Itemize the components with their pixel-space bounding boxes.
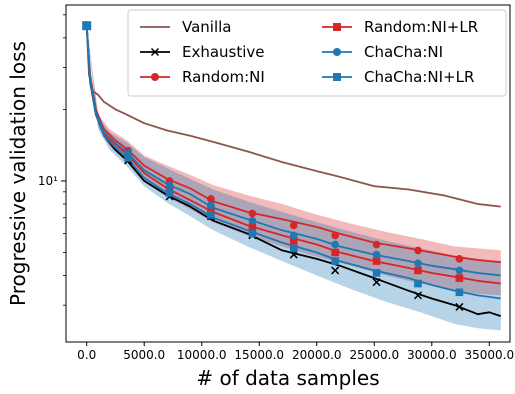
series-3-marker-4 <box>289 236 298 245</box>
series-lines <box>85 25 502 317</box>
series-4-marker-8 <box>455 266 464 275</box>
x-tick-label-6: 30000.0 <box>407 348 457 362</box>
series-4-marker-5 <box>331 240 339 249</box>
x-tick-label-5: 25000.0 <box>349 348 399 362</box>
series-2-marker-2 <box>207 195 215 203</box>
series-5-marker-1 <box>165 189 174 197</box>
x-tick-label-0: 0.0 <box>77 348 96 362</box>
series-5-marker-6 <box>372 269 381 277</box>
legend-marker-1 <box>150 47 160 57</box>
x-tick-label-7: 35000.0 <box>464 348 514 362</box>
series-1-marker-5 <box>331 266 340 275</box>
series-2-marker-8 <box>455 255 464 263</box>
series-5-marker-7 <box>414 279 422 288</box>
series-5-marker-3 <box>248 229 257 238</box>
x-tick-label-4: 20000.0 <box>292 348 342 362</box>
series-3-marker-5 <box>331 248 339 257</box>
plot-frame <box>65 4 511 343</box>
x-tick-label-1: 5000.0 <box>123 348 165 362</box>
series-2-marker-4 <box>289 221 298 230</box>
legend: Vanilla Exhaustive Random:NI Random:NI+LR Ch… <box>127 9 507 97</box>
legend-label-1: Exhaustive <box>182 43 265 61</box>
series-1-marker-7 <box>413 291 423 300</box>
series-2-marker-7 <box>414 246 422 255</box>
series-line-5 <box>85 25 501 300</box>
series-4-marker-7 <box>414 259 422 268</box>
legend-box <box>127 9 507 97</box>
legend-label-5: ChaCha:NI+LR <box>364 68 474 86</box>
series-5-marker-4 <box>289 244 298 253</box>
series-3-marker-6 <box>372 257 381 265</box>
y-axis-ticks: 10¹ <box>38 14 66 306</box>
legend-marker-3 <box>333 23 341 31</box>
legend-label-3: Random:NI+LR <box>364 18 478 36</box>
series-4-marker-3 <box>248 216 257 225</box>
series-5-marker-0 <box>124 154 132 162</box>
series-line-0 <box>85 25 501 208</box>
series-4-marker-1 <box>165 181 174 189</box>
series-markers <box>82 21 464 311</box>
series-5-marker-2 <box>207 211 215 219</box>
series-2-marker-5 <box>331 231 339 240</box>
series-2-marker-6 <box>372 240 381 249</box>
y-tick-label-0: 10¹ <box>38 174 58 188</box>
series-4-marker-2 <box>207 201 215 210</box>
series-4-marker-4 <box>289 231 298 240</box>
x-tick-label-2: 10000.0 <box>177 348 227 362</box>
series-line-4 <box>85 25 501 277</box>
x-tick-label-3: 15000.0 <box>234 348 284 362</box>
series-line-3 <box>85 25 501 285</box>
series-5-marker-8 <box>455 288 464 297</box>
legend-label-4: ChaCha:NI <box>364 43 443 61</box>
series-2-marker-3 <box>248 209 257 218</box>
y-axis-label: Progressive validation loss <box>6 41 30 306</box>
x-axis-label: # of data samples <box>196 366 379 390</box>
legend-marker-5 <box>333 73 341 81</box>
series-3-marker-3 <box>248 223 257 231</box>
x-axis-ticks: 0.0 5000.0 10000.0 15000.0 20000.0 25000.0 300… <box>77 342 514 362</box>
series-line-2 <box>85 25 501 264</box>
series-3-marker-2 <box>207 205 215 214</box>
legend-label-2: Random:NI <box>182 68 265 86</box>
series-3-marker-8 <box>455 274 464 282</box>
legend-marker-2 <box>151 73 159 81</box>
series-5-marker-5 <box>331 257 339 265</box>
series-4-marker-6 <box>372 250 381 259</box>
start-marker <box>82 21 92 31</box>
series-1-marker-8 <box>455 302 464 311</box>
band-1 <box>86 25 501 331</box>
series-1-marker-6 <box>372 278 381 287</box>
legend-label-0: Vanilla <box>182 18 232 36</box>
series-3-marker-7 <box>414 266 422 275</box>
legend-marker-4 <box>333 48 341 56</box>
